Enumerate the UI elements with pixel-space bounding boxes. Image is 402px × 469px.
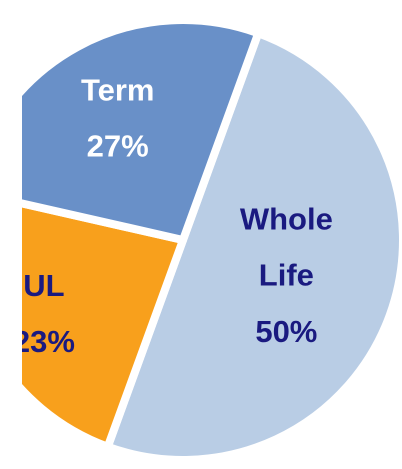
- slice-value-label: 27%: [87, 128, 149, 163]
- slice-label: Term: [81, 72, 155, 107]
- pie: Whole Life 50% UL 23% Term 27%: [13, 16, 402, 464]
- slice-label: UL: [23, 268, 64, 303]
- pie-slice: [103, 29, 402, 464]
- pie-slice: [22, 199, 187, 451]
- slice-label-line: Whole: [240, 202, 333, 237]
- slice-value-label: 50%: [255, 314, 317, 349]
- slice-label: Whole Life: [240, 202, 333, 293]
- slice-value-label: 23%: [13, 324, 75, 359]
- slice-label-line: Life: [259, 258, 314, 293]
- pie-slice: [22, 16, 263, 244]
